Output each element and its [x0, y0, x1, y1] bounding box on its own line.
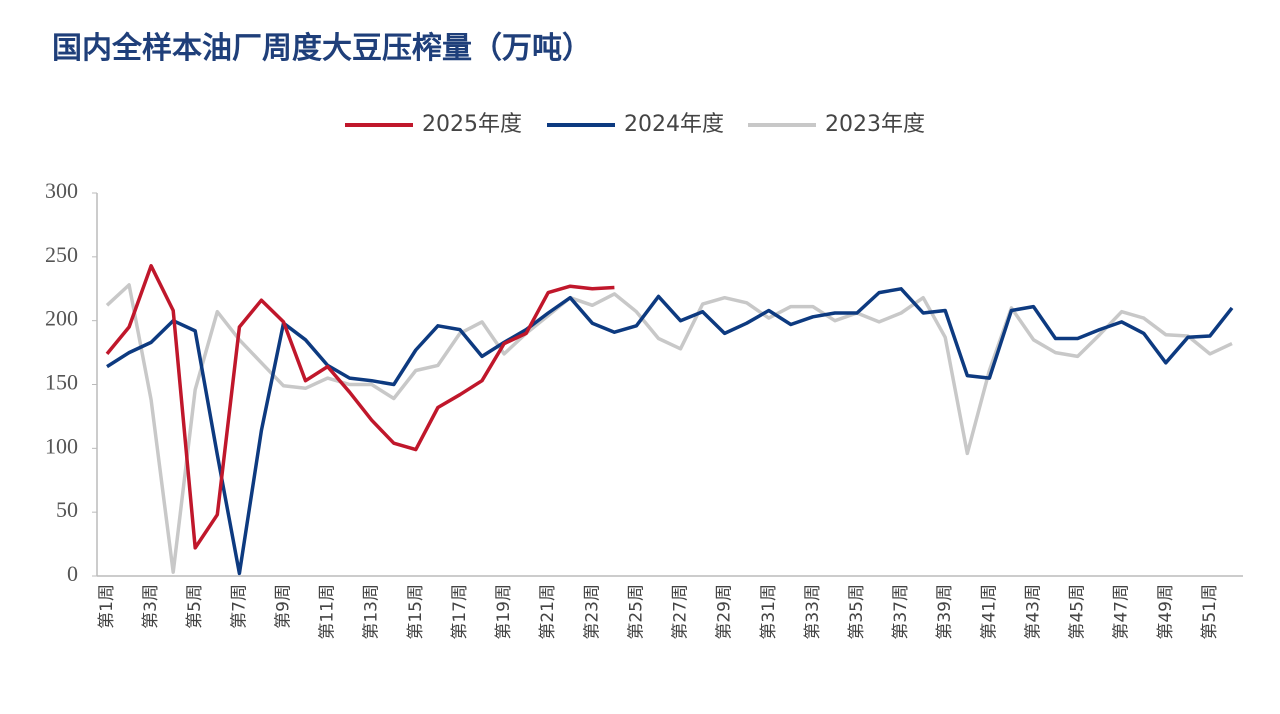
legend-label: 2024年度	[624, 112, 724, 137]
x-tick-label: 第31周	[759, 584, 779, 640]
y-tick-label: 50	[56, 497, 78, 522]
y-tick-label: 0	[67, 561, 78, 586]
x-tick-label: 第17周	[450, 584, 470, 640]
y-tick-label: 250	[45, 242, 78, 267]
x-tick-label: 第39周	[935, 584, 955, 640]
x-tick-label: 第15周	[406, 584, 426, 640]
x-tick-label: 第3周	[141, 584, 161, 629]
x-tick-label: 第1周	[97, 584, 117, 629]
x-tick-label: 第37周	[891, 584, 911, 640]
x-tick-label: 第35周	[847, 584, 867, 640]
y-tick-label: 300	[45, 178, 78, 203]
x-tick-label: 第29周	[715, 584, 735, 640]
y-tick-label: 150	[45, 370, 78, 395]
x-tick-label: 第51周	[1200, 584, 1220, 640]
chart-title: 国内全样本油厂周度大豆压榨量（万吨）	[52, 31, 592, 66]
x-tick-label: 第5周	[185, 584, 205, 629]
x-tick-label: 第19周	[494, 584, 514, 640]
x-tick-label: 第49周	[1156, 584, 1176, 640]
x-tick-label: 第23周	[582, 584, 602, 640]
x-tick-label: 第47周	[1112, 584, 1132, 640]
x-tick-label: 第33周	[803, 584, 823, 640]
x-tick-label: 第7周	[229, 584, 249, 629]
x-tick-label: 第43周	[1023, 584, 1043, 640]
x-tick-label: 第11周	[318, 584, 338, 640]
x-tick-label: 第41周	[979, 584, 999, 640]
x-tick-label: 第25周	[626, 584, 646, 640]
x-tick-label: 第27周	[671, 584, 691, 640]
x-tick-label: 第45周	[1068, 584, 1088, 640]
y-tick-label: 200	[45, 306, 78, 331]
x-tick-label: 第9周	[273, 584, 293, 629]
legend-label: 2023年度	[825, 112, 925, 137]
y-tick-label: 100	[45, 433, 78, 458]
x-tick-label: 第21周	[538, 584, 558, 640]
series-line	[106, 287, 1234, 576]
x-tick-label: 第13周	[362, 584, 382, 640]
series-line	[105, 283, 1233, 574]
legend-label: 2025年度	[422, 112, 522, 137]
series-line	[105, 264, 615, 550]
